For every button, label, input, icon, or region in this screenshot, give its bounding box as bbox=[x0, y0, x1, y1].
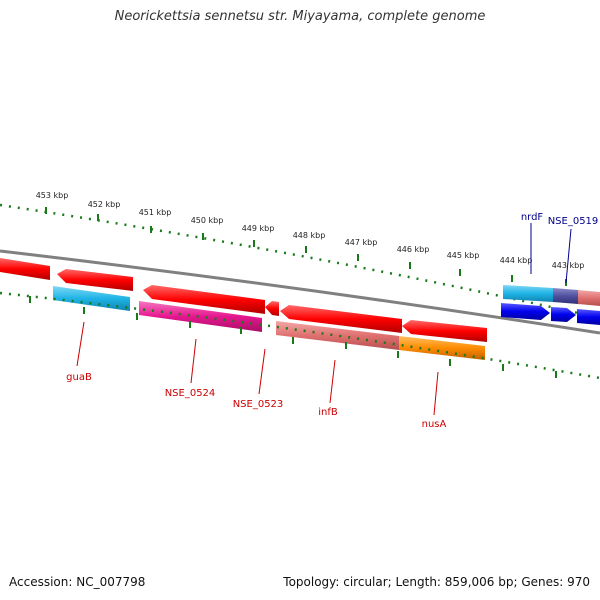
tick-label: 444 kbp bbox=[500, 256, 533, 265]
outer-tick-ring bbox=[0, 203, 600, 320]
cds-arrow bbox=[501, 303, 550, 320]
kbp-tick-labels: 453 kbp 452 kbp 451 kbp 450 kbp 449 kbp … bbox=[36, 191, 585, 270]
cds-arrow bbox=[0, 258, 50, 280]
cds-arrow bbox=[143, 285, 265, 314]
inner-feature-track bbox=[53, 286, 485, 360]
feature-bar bbox=[53, 286, 130, 311]
tick-label: 451 kbp bbox=[139, 208, 172, 217]
forward-cds-track bbox=[501, 285, 600, 325]
cds-arrow bbox=[402, 320, 487, 342]
genome-stats: Topology: circular; Length: 859,006 bp; … bbox=[283, 575, 590, 589]
gene-label: infB bbox=[318, 407, 338, 418]
tick-label: 450 kbp bbox=[191, 216, 224, 225]
tick-label: 446 kbp bbox=[397, 245, 430, 254]
tick-label: 448 kbp bbox=[293, 231, 326, 240]
feature-bar bbox=[578, 290, 600, 306]
gene-labels: guaB NSE_0524 NSE_0523 infB nusA nrdF NS… bbox=[66, 212, 598, 430]
reverse-cds-track bbox=[0, 258, 487, 342]
gene-label: guaB bbox=[66, 372, 92, 383]
cds-arrow bbox=[577, 309, 600, 325]
feature-bar bbox=[399, 336, 485, 360]
inner-tick-ring bbox=[0, 291, 600, 380]
cds-arrow bbox=[57, 269, 133, 291]
gene-label: NSE_0523 bbox=[233, 399, 284, 410]
gene-label: nusA bbox=[422, 419, 447, 430]
feature-bar bbox=[553, 288, 578, 304]
genome-backbone bbox=[0, 249, 600, 335]
tick-label: 452 kbp bbox=[88, 200, 121, 209]
feature-bar bbox=[503, 285, 553, 302]
gene-label: nrdF bbox=[521, 212, 544, 223]
cds-arrow bbox=[551, 307, 576, 322]
tick-label: 447 kbp bbox=[345, 238, 378, 247]
tick-label: 453 kbp bbox=[36, 191, 69, 200]
feature-bar bbox=[276, 321, 399, 350]
gene-label: NSE_0524 bbox=[165, 388, 216, 399]
cds-arrow bbox=[280, 305, 402, 333]
cds-arrow bbox=[265, 301, 279, 316]
tick-label: 445 kbp bbox=[447, 251, 480, 260]
tick-label: 449 kbp bbox=[242, 224, 275, 233]
feature-bar bbox=[139, 301, 262, 332]
accession-info: Accession: NC_007798 bbox=[9, 575, 146, 589]
gene-label: NSE_0519 bbox=[548, 216, 599, 227]
gene-leader-lines bbox=[76, 223, 572, 416]
map-title: Neorickettsia sennetsu str. Miyayama, co… bbox=[114, 9, 486, 24]
